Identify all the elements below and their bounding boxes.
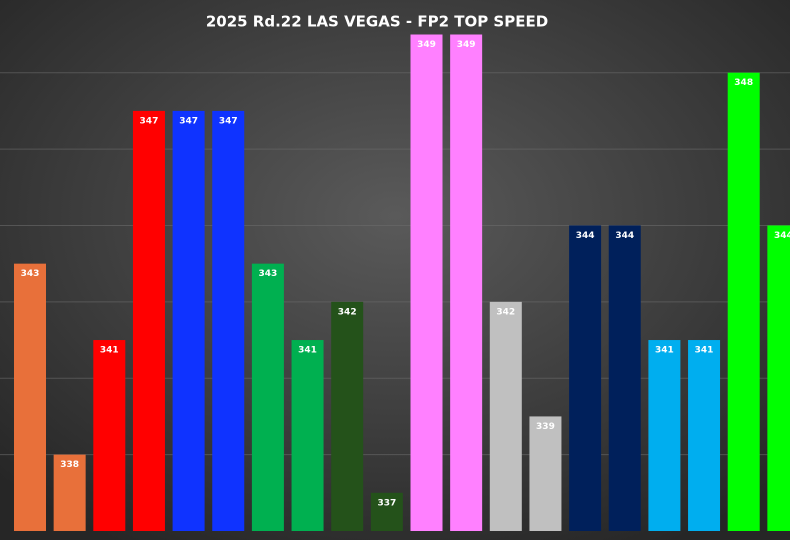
bar [410, 34, 443, 531]
bar [53, 454, 86, 531]
value-label: 341 [100, 346, 119, 356]
value-label: 342 [338, 307, 357, 317]
value-label: 347 [140, 116, 159, 126]
value-label: 343 [21, 269, 40, 279]
bar [251, 263, 284, 531]
value-label: 339 [536, 422, 555, 432]
value-label: 341 [298, 346, 317, 356]
value-label: 341 [695, 346, 714, 356]
bar [648, 340, 681, 531]
value-label: 347 [179, 116, 198, 126]
bars: 343 338 341 347 347 347 343 341 342 337 349 349 342 3… [14, 34, 790, 531]
value-label: 349 [417, 40, 436, 50]
value-label: 344 [576, 231, 595, 241]
bar [569, 225, 602, 531]
value-label: 344 [615, 231, 634, 241]
bar [331, 301, 364, 531]
grid [0, 72, 790, 456]
value-label: 343 [259, 269, 278, 279]
chart-title: 2025 Rd.22 LAS VEGAS - FP2 TOP SPEED [206, 13, 548, 31]
bar [93, 340, 126, 531]
value-label: 337 [377, 498, 396, 508]
value-label: 349 [457, 40, 476, 50]
bar [608, 225, 641, 531]
bar [450, 34, 483, 531]
bar [14, 263, 46, 531]
bar [212, 110, 245, 531]
bar [370, 492, 403, 531]
bar [172, 110, 205, 531]
bar [132, 110, 165, 531]
value-label: 341 [655, 346, 674, 356]
value-label: 344 [774, 231, 790, 241]
bar [489, 301, 522, 531]
bar [291, 340, 324, 531]
value-label: 342 [496, 307, 515, 317]
value-label: 338 [60, 460, 79, 470]
bar [767, 225, 790, 531]
bar [529, 416, 562, 531]
value-label: 348 [734, 78, 753, 88]
value-label: 347 [219, 116, 238, 126]
bar [727, 72, 760, 531]
bar [688, 340, 721, 531]
